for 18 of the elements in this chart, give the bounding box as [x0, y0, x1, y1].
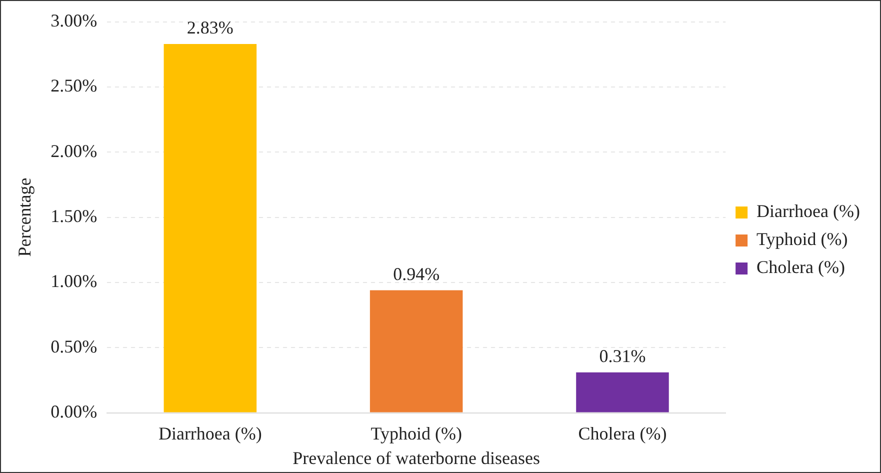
x-tick-label: Diarrhoea (%) [158, 423, 262, 444]
y-tick-label: 0.50% [50, 336, 98, 356]
y-tick-label: 2.50% [50, 76, 98, 96]
y-tick-label: 3.00% [50, 10, 98, 31]
y-tick-label: 0.00% [50, 402, 98, 422]
legend-label: Diarrhoea (%) [756, 201, 860, 222]
legend-label: Typhoid (%) [756, 229, 848, 250]
y-tick-label: 2.00% [50, 140, 98, 161]
y-tick-label: 1.00% [50, 271, 98, 292]
legend-label: Cholera (%) [756, 257, 846, 278]
y-axis-title: Percentage [14, 178, 35, 257]
x-axis-title: Prevalence of waterborne diseases [292, 448, 540, 468]
data-label: 0.94% [393, 264, 440, 284]
x-tick-label: Typhoid (%) [370, 423, 462, 444]
y-tick-label: 1.50% [50, 206, 98, 226]
x-tick-label: Cholera (%) [578, 423, 667, 444]
data-label: 2.83% [186, 18, 234, 38]
data-label: 0.31% [599, 346, 646, 366]
